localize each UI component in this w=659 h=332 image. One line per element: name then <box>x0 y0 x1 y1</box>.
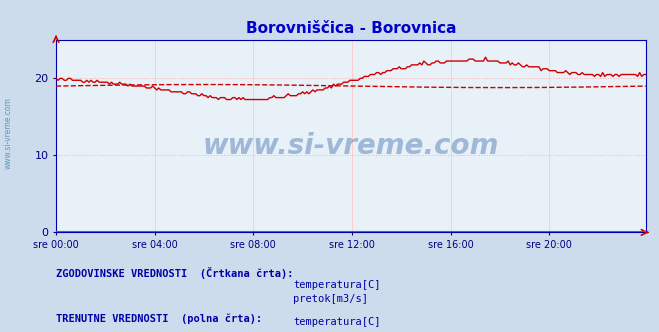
Text: www.si-vreme.com: www.si-vreme.com <box>203 132 499 160</box>
Text: TRENUTNE VREDNOSTI  (polna črta):: TRENUTNE VREDNOSTI (polna črta): <box>56 314 262 324</box>
Text: temperatura[C]: temperatura[C] <box>293 317 381 327</box>
Text: www.si-vreme.com: www.si-vreme.com <box>4 97 13 169</box>
Title: Borovniščica - Borovnica: Borovniščica - Borovnica <box>246 21 456 36</box>
Text: pretok[m3/s]: pretok[m3/s] <box>293 294 368 304</box>
Text: ZGODOVINSKE VREDNOSTI  (Črtkana črta):: ZGODOVINSKE VREDNOSTI (Črtkana črta): <box>56 267 293 279</box>
Text: temperatura[C]: temperatura[C] <box>293 280 381 290</box>
